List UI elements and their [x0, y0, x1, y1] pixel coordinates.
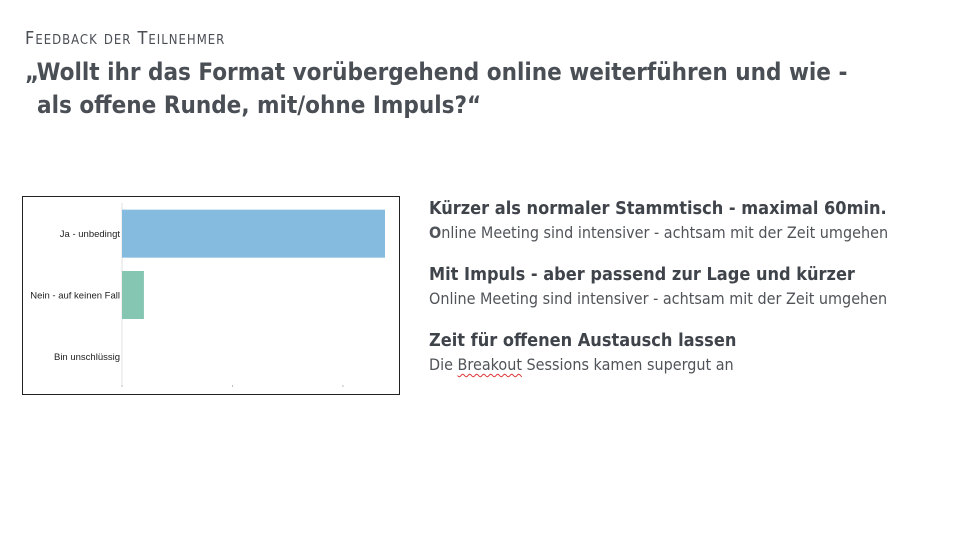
bar-chart-frame: Ja - unbedingt Nein - auf keinen Fall Bin …	[22, 196, 400, 395]
feedback-notes: Kürzer als normaler Stammtisch - maximal…	[429, 196, 949, 394]
note-3-title: Zeit für offenen Austausch lassen	[429, 330, 737, 351]
note-3-body-post: Sessions kamen supergut an	[521, 355, 734, 374]
category-label-3: Bin unschlüssig	[54, 352, 120, 363]
bar-1	[122, 209, 385, 258]
note-1: Kürzer als normaler Stammtisch - maximal…	[429, 196, 949, 244]
note-3-body: Die Breakout Sessions kamen supergut an	[429, 354, 949, 376]
slide-title-line-1: „Wollt ihr das Format vorübergehend onli…	[25, 58, 848, 86]
category-label-2: Nein - auf keinen Fall	[30, 291, 120, 302]
note-2-body: Online Meeting sind intensiver - achtsam…	[429, 289, 888, 308]
note-3-body-pre: Die	[429, 355, 458, 374]
category-label-1: Ja - unbedingt	[60, 229, 121, 240]
slide-kicker: Feedback der Teilnehmer	[25, 28, 226, 49]
note-2-title: Mit Impuls - aber passend zur Lage und k…	[429, 264, 855, 285]
note-1-body: Online Meeting sind intensiver - achtsam…	[429, 222, 949, 244]
bar-2	[122, 271, 144, 319]
note-3-body-spellcheck-word: Breakout	[457, 355, 522, 374]
note-3: Zeit für offenen Austausch lassen Die Br…	[429, 328, 949, 376]
bar-chart: Ja - unbedingt Nein - auf keinen Fall Bin …	[30, 203, 385, 387]
note-1-body-initial: O	[429, 223, 442, 242]
note-1-title: Kürzer als normaler Stammtisch - maximal…	[429, 198, 887, 219]
note-1-body-text: nline Meeting sind intensiver - achtsam …	[441, 223, 889, 242]
note-2: Mit Impuls - aber passend zur Lage und k…	[429, 262, 949, 310]
slide-title: „Wollt ihr das Format vorübergehend onli…	[25, 56, 848, 122]
slide-title-line-2: als offene Runde, mit/ohne Impuls?“	[37, 91, 482, 119]
